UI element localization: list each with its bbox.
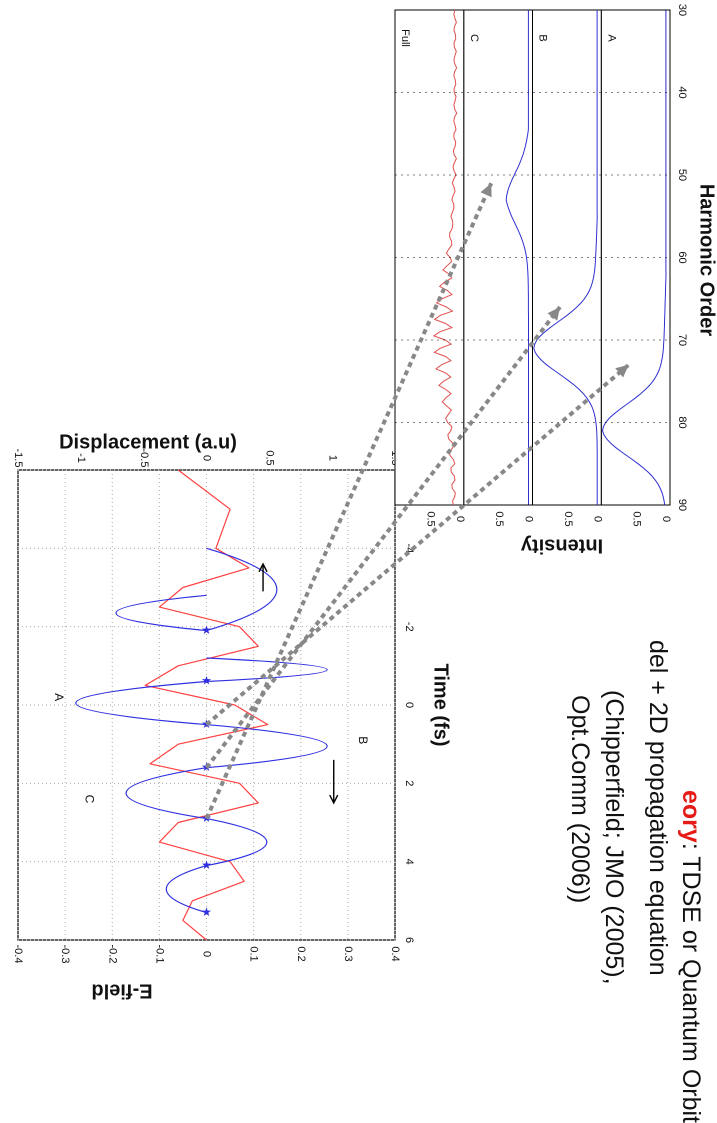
- caption-line-2: del + 2D propagation equation: [644, 640, 672, 976]
- time-tick-label: 6: [403, 937, 415, 943]
- recombination-marker: ★: [201, 674, 212, 688]
- arrow-right-direction: [329, 759, 339, 805]
- intensity-tick-label: 0: [454, 516, 466, 522]
- spectrum-panel-label: A: [605, 34, 617, 42]
- time-tick-label: 4: [403, 859, 415, 865]
- annotation-a: A: [52, 693, 66, 701]
- intensity-tick-label: 0.5: [424, 511, 436, 526]
- intensity-tick-label: 0.5: [562, 511, 574, 526]
- arrow-left-direction: [258, 562, 268, 592]
- intensity-tick-label: 0: [660, 516, 672, 522]
- harmonic-tick-label: 90: [676, 499, 688, 511]
- efield-tick-label: -0.4: [12, 945, 24, 964]
- trajectory-series-line: [115, 594, 207, 632]
- harmonic-tick-label: 80: [676, 416, 688, 428]
- displacement-tick-label: -0.5: [138, 449, 150, 468]
- link-arrow-1: [205, 363, 631, 727]
- displacement-tick-label: 1: [326, 455, 338, 461]
- harmonic-axis-title: Harmonic Order: [696, 184, 717, 336]
- harmonic-tick-label: 30: [676, 4, 688, 16]
- time-tick-label: -4: [403, 543, 415, 553]
- time-tick-label: -2: [403, 622, 415, 632]
- harmonic-tick-label: 70: [676, 334, 688, 346]
- intensity-tick-label: 0: [523, 516, 535, 522]
- displacement-tick-label: 0: [201, 455, 213, 461]
- trajectory-series-line: [206, 657, 328, 683]
- trajectory-series-line: [75, 680, 207, 726]
- caption-line-3: (Chipperfield; JMO (2005),: [600, 690, 628, 985]
- displacement-tick-label: -1.5: [12, 449, 24, 468]
- efield-series-line: [144, 469, 269, 941]
- efield-tick-label: 0.2: [295, 946, 307, 961]
- link-arrow-3: [204, 182, 494, 820]
- trajectory-series-line: [125, 767, 207, 820]
- time-axis-title: Time (fs): [430, 664, 452, 747]
- efield-tick-label: 0.3: [342, 946, 354, 961]
- link-arrow-head-1: [615, 364, 629, 378]
- efield-tick-label: -0.1: [153, 945, 165, 964]
- efield-axis-title: E-field: [91, 980, 152, 1002]
- time-tick-label: 2: [403, 780, 415, 786]
- recombination-marker: ★: [201, 858, 212, 872]
- efield-tick-label: 0.1: [248, 946, 260, 961]
- intensity-tick-label: 0.5: [631, 511, 643, 526]
- displacement-axis-title: Displacement (a.u): [59, 431, 237, 453]
- intensity-tick-label: 0.5: [493, 511, 505, 526]
- displacement-tick-label: 0.5: [263, 450, 275, 465]
- trajectory-series-line: [206, 547, 278, 632]
- figure: -6-4-20246-0.4-0.3-0.2-0.100.10.20.30.4-…: [12, 4, 717, 1002]
- intensity-axis-title: Intensity: [520, 535, 603, 557]
- efield-tick-label: 0.4: [389, 946, 401, 961]
- efield-tick-label: -0.2: [106, 945, 118, 964]
- harmonic-tick-label: 40: [676, 86, 688, 98]
- caption-line-4: Opt.Comm (2006)): [566, 695, 594, 904]
- link-arrow-head-2: [547, 307, 560, 321]
- annotation-b: B: [356, 736, 370, 744]
- time-tick-label: 0: [403, 702, 415, 708]
- efield-tick-label: -0.3: [59, 945, 71, 964]
- spectrum-panel-label: C: [468, 34, 480, 42]
- link-arrow-head-3: [480, 183, 492, 198]
- harmonic-tick-label: 50: [676, 169, 688, 181]
- trajectory-series-line: [165, 865, 207, 914]
- link-arrow-2: [204, 305, 562, 769]
- annotation-c: C: [83, 795, 97, 804]
- trajectory-series-line: [206, 723, 328, 769]
- spectrum-series-b: [533, 10, 598, 505]
- recombination-marker: ★: [201, 905, 212, 919]
- recombination-marker: ★: [201, 623, 212, 637]
- displacement-tick-label: -1: [75, 453, 87, 463]
- caption-theory-word: eory: [677, 790, 705, 843]
- trajectory-series-line: [206, 817, 268, 867]
- spectrum-panel-frame: [394, 9, 465, 506]
- harmonic-tick-label: 60: [676, 251, 688, 263]
- spectrum-panel-label: B: [537, 34, 549, 41]
- intensity-tick-label: 0: [591, 516, 603, 522]
- caption-line-1-text: : TDSE or Quantum Orbit: [677, 842, 705, 1123]
- caption-line-1: eory: TDSE or Quantum Orbit: [676, 790, 705, 1123]
- efield-tick-label: 0: [201, 951, 213, 957]
- spectrum-panel-frame: [532, 9, 602, 506]
- spectrum-panel-label: Full: [399, 29, 411, 47]
